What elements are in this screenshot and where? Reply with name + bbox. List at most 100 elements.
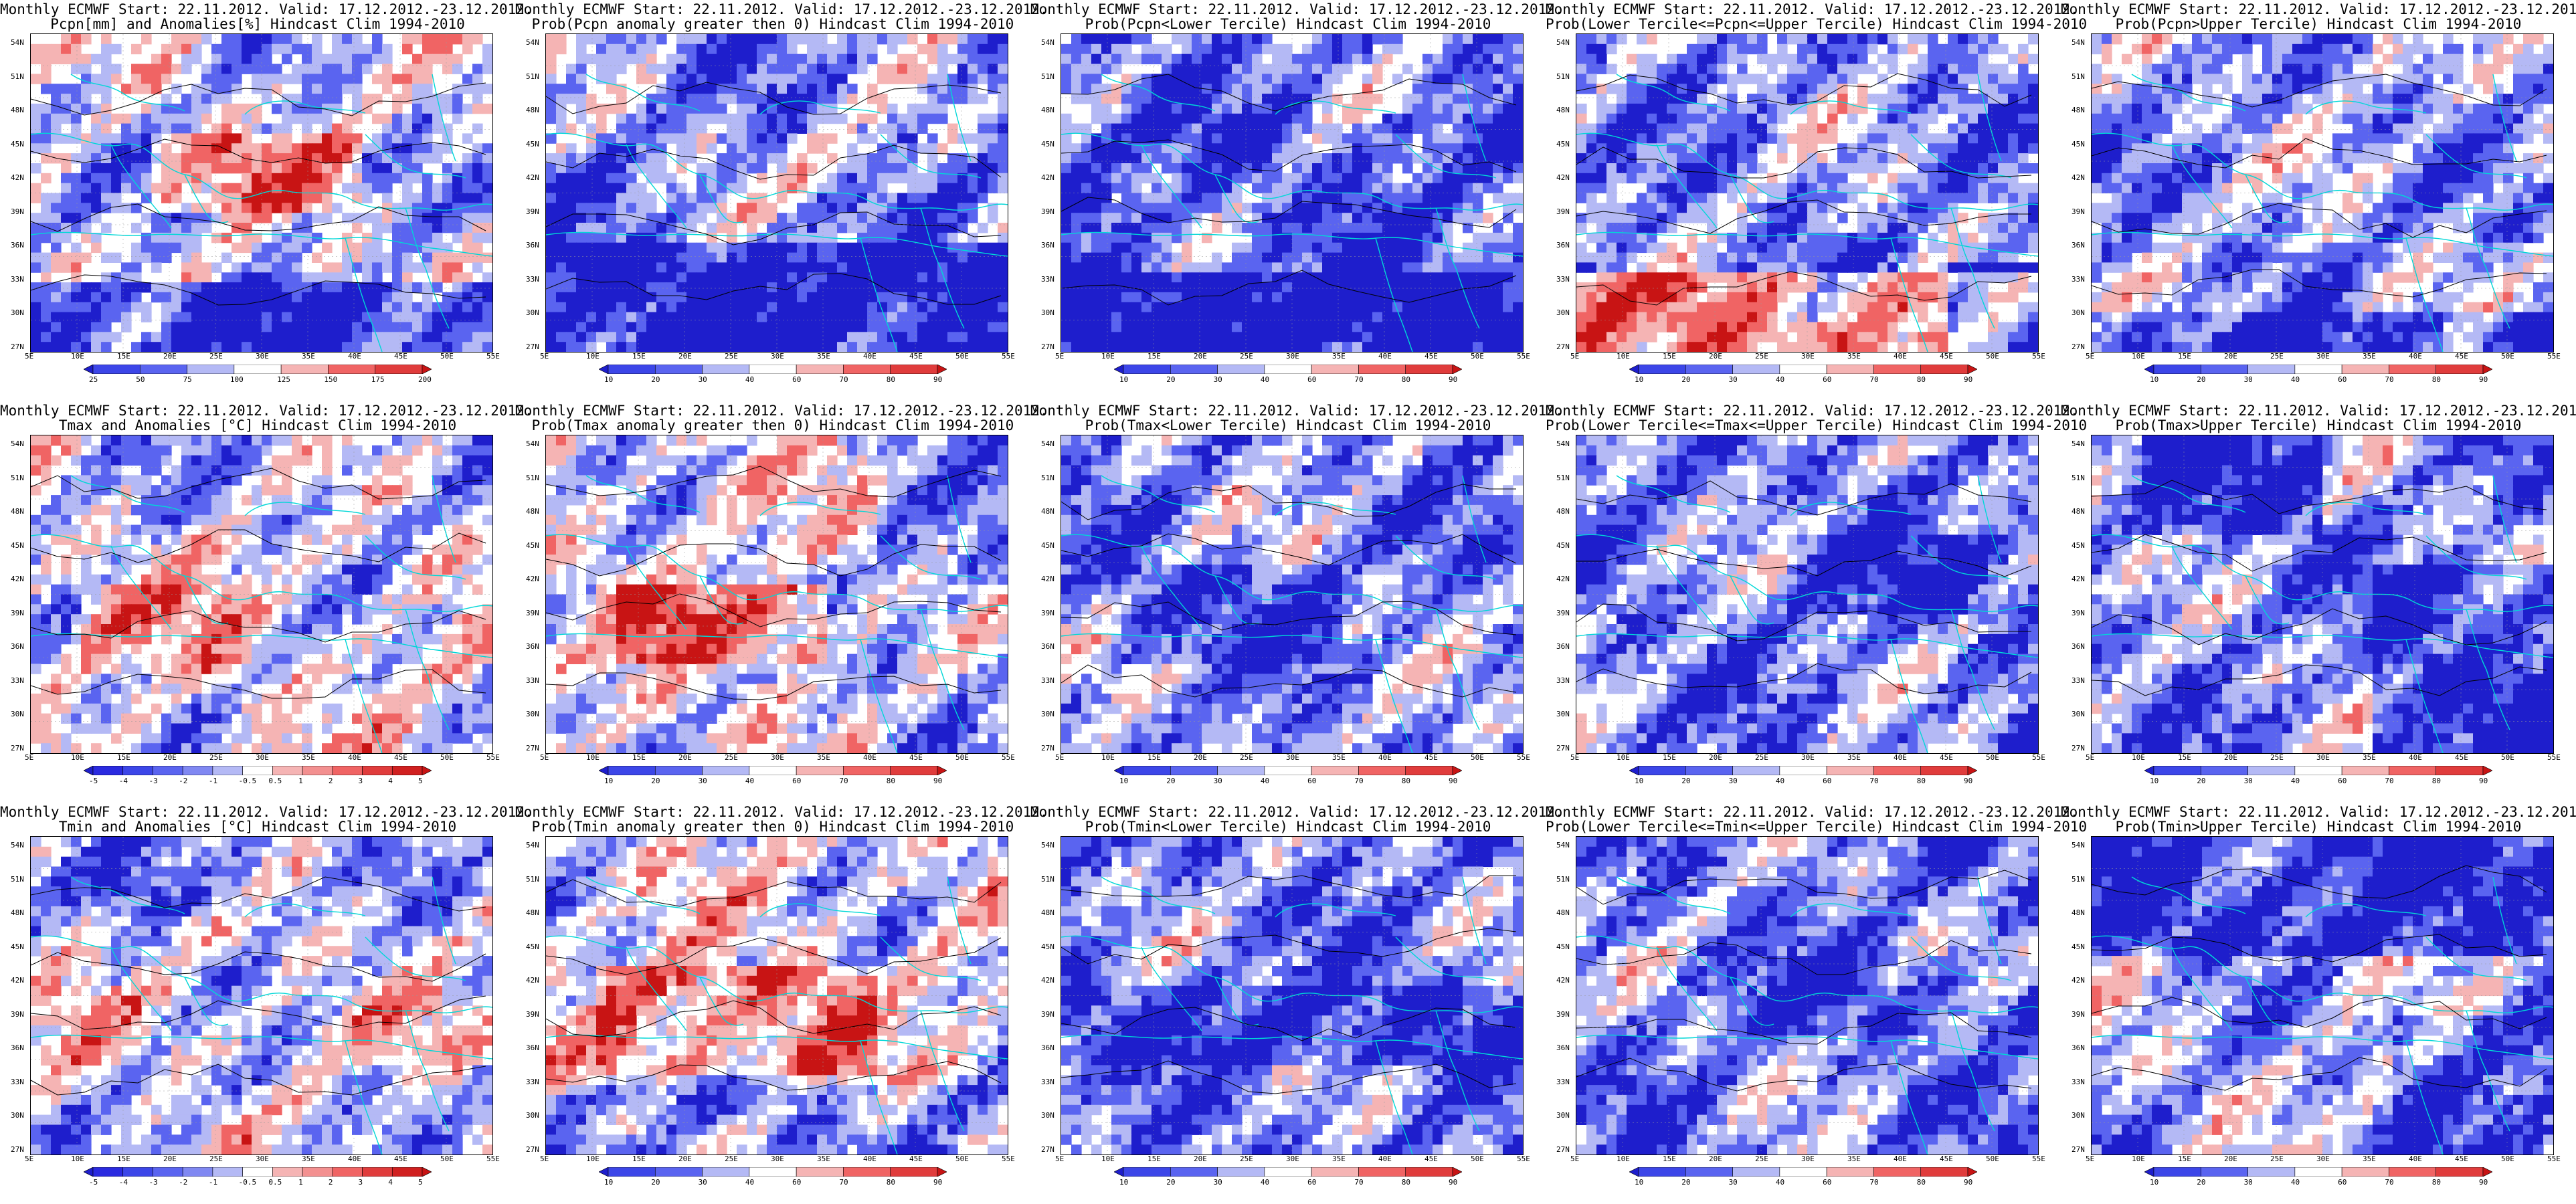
legend-color-segment	[332, 766, 363, 775]
latitude-tick-label: 51N	[11, 874, 24, 884]
legend-tick-label: 10	[1119, 777, 1129, 785]
isoline-contour	[31, 82, 486, 116]
latitude-tick-label: 48N	[526, 106, 539, 115]
legend-color-segment	[2389, 766, 2437, 775]
latitude-tick-label: 42N	[526, 173, 539, 183]
shaded-field	[2092, 34, 2553, 352]
latitude-tick-label: 48N	[1041, 908, 1054, 918]
longitude-tick-label: 25E	[209, 753, 223, 762]
longitude-tick-label: 15E	[1663, 1155, 1676, 1163]
shaded-field	[31, 837, 492, 1155]
coastline	[2425, 936, 2527, 981]
latitude-tick-label: 33N	[526, 274, 539, 284]
coastline	[2405, 237, 2444, 352]
longitude-tick-label: 30E	[771, 1155, 784, 1163]
coastline	[1790, 502, 1912, 516]
isoline-contour	[546, 937, 1002, 975]
legend-tick-label: 80	[1916, 375, 1926, 384]
longitude-tick-label: 35E	[302, 753, 315, 762]
legend-tick-label: 3	[358, 777, 363, 785]
panel-title-line1: Monthly ECMWF Start: 22.11.2012. Valid: …	[515, 804, 1048, 820]
coastline	[1890, 639, 1928, 753]
legend-tick-label: 20	[651, 1178, 660, 1187]
latitude-tick-label: 42N	[526, 575, 539, 584]
coastline	[184, 575, 229, 625]
latitude-tick-label: 39N	[1556, 207, 1570, 216]
longitude-tick-label: 30E	[771, 352, 784, 361]
longitude-tick-label: 10E	[71, 1155, 84, 1163]
coastline	[365, 134, 466, 179]
longitude-tick-label: 20E	[1194, 352, 1207, 361]
legend-tick-label: 90	[2479, 375, 2488, 384]
coastline	[2425, 535, 2527, 580]
longitude-tick-label: 35E	[1847, 352, 1861, 361]
longitude-tick-label: 25E	[1240, 352, 1253, 361]
legend-color-segment	[1826, 1167, 1874, 1177]
longitude-tick-label: 20E	[1194, 753, 1207, 762]
legend-colorbar	[1629, 1167, 1977, 1177]
legend-color-segment	[1114, 1167, 1124, 1177]
latitude-tick-label: 27N	[526, 342, 539, 351]
legend-color-segment	[2294, 365, 2342, 374]
coastline	[1616, 876, 1731, 914]
legend-color-segment	[749, 365, 797, 374]
panel-title-line2: Prob(Tmin anomaly greater then 0) Hindca…	[531, 819, 1014, 835]
legend-color-segment	[1826, 766, 1874, 775]
legend-color-segment	[1873, 365, 1922, 374]
map-field	[545, 836, 1008, 1155]
shaded-field	[31, 34, 492, 352]
longitude-tick-label: 40E	[863, 753, 877, 762]
coastline	[880, 535, 982, 580]
longitude-tick-label: 15E	[2178, 1155, 2191, 1163]
legend-tick-label: 40	[745, 375, 755, 384]
coastline	[1275, 903, 1396, 918]
legend-tick-label: 10	[2150, 1178, 2159, 1187]
isoline-contour	[1576, 663, 2032, 694]
legend-color-segment	[2294, 1167, 2342, 1177]
longitude-tick-label: 5E	[540, 352, 549, 361]
latitude-tick-label: 27N	[11, 744, 24, 752]
latitude-tick-label: 54N	[2072, 439, 2085, 448]
panel-title-line1: Monthly ECMWF Start: 22.11.2012. Valid: …	[0, 1, 533, 17]
legend-color-segment	[1967, 1167, 1977, 1177]
legend-color-segment	[187, 365, 235, 374]
longitude-tick-label: 5E	[2086, 1155, 2095, 1163]
isoline-contour	[546, 879, 1002, 907]
legend-tick-label: 20	[651, 777, 660, 785]
legend-color-segment	[302, 1167, 333, 1177]
coastline	[546, 132, 1008, 211]
longitude-tick-label: 40E	[863, 1155, 877, 1163]
longitude-tick-label: 15E	[632, 753, 646, 762]
longitude-tick-label: 45E	[1940, 753, 1953, 762]
coastline	[1061, 132, 1523, 211]
longitude-tick-label: 30E	[771, 753, 784, 762]
legend-tick-label: 40	[1260, 777, 1270, 785]
coastline	[626, 144, 687, 229]
longitude-tick-label: 5E	[25, 352, 34, 361]
coastline	[920, 207, 965, 329]
longitude-tick-label: 45E	[1424, 1155, 1438, 1163]
longitude-tick-label: 30E	[2316, 1155, 2330, 1163]
longitude-tick-label: 50E	[440, 352, 454, 361]
latitude-tick-label: 30N	[526, 710, 539, 719]
latitude-tick-label: 39N	[1041, 207, 1054, 216]
latitude-tick-label: 48N	[1556, 507, 1570, 516]
legend-color-segment	[1170, 1167, 1218, 1177]
longitude-tick-label: 25E	[1755, 1155, 1768, 1163]
panel-title-line1: Monthly ECMWF Start: 22.11.2012. Valid: …	[0, 403, 533, 419]
longitude-tick-label: 50E	[2501, 352, 2514, 361]
isoline-contour	[1576, 870, 2032, 905]
legend-tick-label: 40	[2290, 1178, 2300, 1187]
latitude-tick-label: 39N	[11, 207, 24, 216]
legend-tick-label: 80	[1916, 777, 1926, 785]
longitude-tick-label: 45E	[909, 1155, 923, 1163]
longitude-tick-label: 55E	[1002, 1155, 1015, 1163]
legend-color-segment	[890, 365, 938, 374]
legend-tick-label: 70	[1869, 777, 1879, 785]
legend-tick-label: 60	[1307, 1178, 1317, 1187]
longitude-tick-label: 45E	[909, 753, 923, 762]
longitude-tick-label: 35E	[2363, 753, 2376, 762]
latitude-tick-label: 45N	[2072, 540, 2085, 550]
coastline	[1395, 134, 1497, 179]
latitude-tick-label: 42N	[526, 976, 539, 985]
